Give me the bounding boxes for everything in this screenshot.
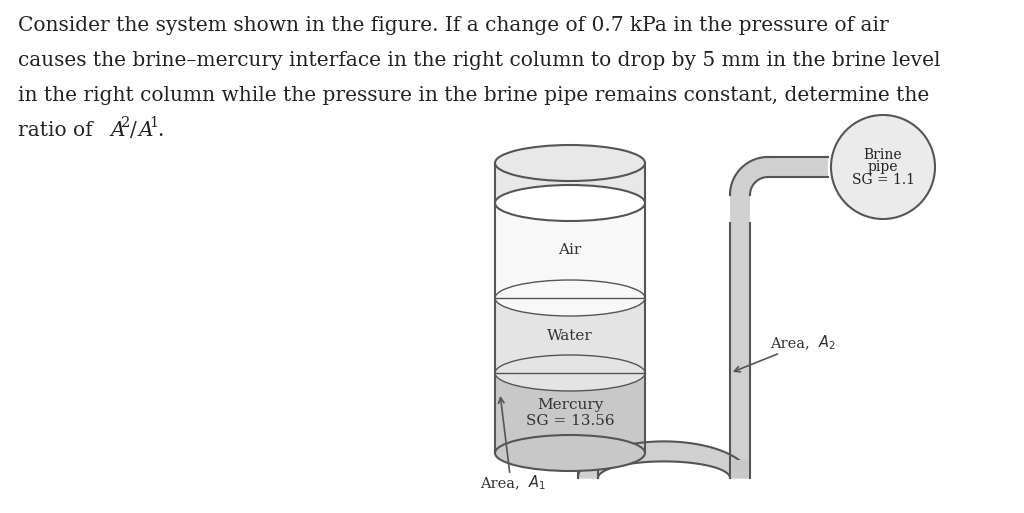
Bar (731, 460, 749, 478)
Text: A: A (139, 121, 154, 140)
Bar (730, 223, 750, 478)
Ellipse shape (495, 435, 645, 471)
Text: $A_2$: $A_2$ (818, 333, 837, 352)
Text: causes the brine–mercury interface in the right column to drop by 5 mm in the br: causes the brine–mercury interface in th… (18, 51, 940, 70)
Text: Brine: Brine (863, 148, 902, 162)
Ellipse shape (831, 115, 935, 219)
Text: Area,: Area, (480, 476, 524, 490)
Text: .: . (157, 121, 164, 140)
Bar (495, 373, 645, 453)
Text: 1: 1 (150, 116, 158, 130)
Ellipse shape (495, 355, 645, 391)
Text: Mercury: Mercury (537, 398, 603, 412)
Text: SG = 1.1: SG = 1.1 (852, 173, 914, 187)
Text: A: A (111, 121, 126, 140)
Bar (730, 195, 750, 223)
Bar (495, 163, 645, 203)
Bar (768, 157, 828, 177)
Bar (495, 298, 645, 373)
Text: SG = 13.56: SG = 13.56 (525, 414, 614, 428)
Bar (495, 203, 645, 298)
Polygon shape (578, 441, 750, 478)
Ellipse shape (495, 280, 645, 316)
Text: Consider the system shown in the figure. If a change of 0.7 kPa in the pressure : Consider the system shown in the figure.… (18, 16, 889, 35)
Text: /: / (130, 121, 137, 140)
Text: pipe: pipe (867, 160, 898, 174)
Polygon shape (730, 157, 768, 195)
Text: 2: 2 (121, 116, 130, 130)
Text: Air: Air (558, 244, 582, 258)
Text: in the right column while the pressure in the brine pipe remains constant, deter: in the right column while the pressure i… (18, 86, 929, 105)
Text: Area,: Area, (770, 336, 814, 350)
Text: ratio of: ratio of (18, 121, 99, 140)
Ellipse shape (495, 145, 645, 181)
Text: $A_1$: $A_1$ (528, 473, 546, 492)
Bar (578, 435, 598, 478)
Ellipse shape (495, 185, 645, 221)
Text: Water: Water (547, 328, 593, 343)
